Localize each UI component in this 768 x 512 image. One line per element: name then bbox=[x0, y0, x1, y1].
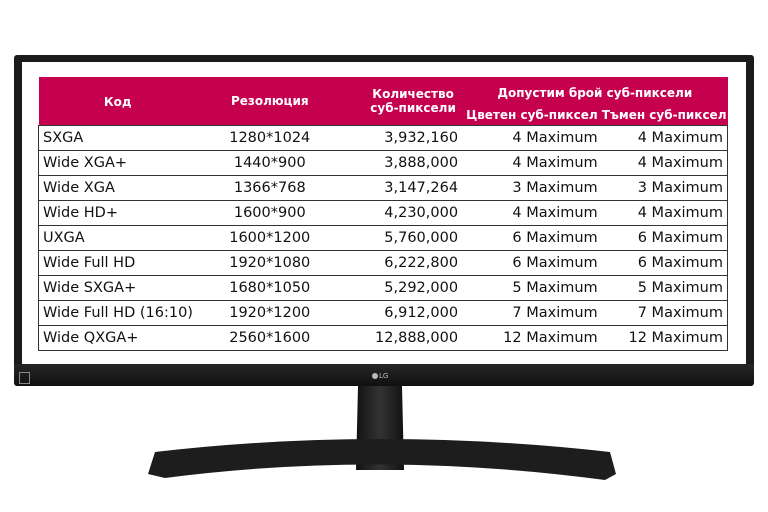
table-cell: 6 Maximum bbox=[601, 224, 728, 250]
header-allowed: Допустим брой суб-пиксели bbox=[462, 77, 728, 105]
table-row: SXGA 1280*1024 3,932,160 4 Maximum 4 Maximum bbox=[37, 124, 728, 150]
table-cell: 4 Maximum bbox=[601, 149, 728, 175]
table-cell: 7 Maximum bbox=[462, 299, 602, 325]
stand-base bbox=[148, 439, 616, 480]
table-cell: 3 Maximum bbox=[601, 174, 728, 200]
table-cell: 3 Maximum bbox=[462, 174, 602, 200]
table-row: Wide XGA+ 1440*900 3,888,000 4 Maximum 4 Max… bbox=[37, 149, 728, 175]
table-cell: 6,222,800 bbox=[342, 249, 463, 275]
brand-logo: LG bbox=[372, 372, 388, 380]
table-cell: 4 Maximum bbox=[462, 124, 602, 150]
energy-star-icon bbox=[19, 372, 30, 384]
monitor-stand bbox=[148, 386, 616, 480]
table-cell: 3,888,000 bbox=[342, 149, 463, 175]
table-cell: UXGA bbox=[37, 224, 197, 250]
table-cell: 5,292,000 bbox=[342, 274, 463, 300]
table-cell: 6,912,000 bbox=[342, 299, 463, 325]
table-cell: 12,888,000 bbox=[342, 324, 463, 351]
table-cell: 1600*900 bbox=[196, 199, 343, 225]
table-cell: 5,760,000 bbox=[342, 224, 463, 250]
table-cell: 3,147,264 bbox=[342, 174, 463, 200]
table-cell: 4 Maximum bbox=[601, 124, 728, 150]
table-cell: 1440*900 bbox=[196, 149, 343, 175]
table-row: Wide Full HD 1920*1080 6,222,800 6 Maximum 6… bbox=[37, 249, 728, 275]
table-cell: Wide SXGA+ bbox=[37, 274, 197, 300]
table-cell: 6 Maximum bbox=[601, 249, 728, 275]
table-cell: Wide QXGA+ bbox=[37, 324, 197, 351]
table-cell: Wide Full HD (16:10) bbox=[37, 299, 197, 325]
table-cell: 5 Maximum bbox=[601, 274, 728, 300]
table-cell: 3,932,160 bbox=[342, 124, 463, 150]
header-subpixel-count: Количество суб-пиксели bbox=[342, 77, 463, 125]
table-cell: 7 Maximum bbox=[601, 299, 728, 325]
table-row: Wide QXGA+ 2560*1600 12,888,000 12 Maximum 1… bbox=[37, 324, 728, 351]
table-cell: 1280*1024 bbox=[196, 124, 343, 150]
header-resolution: Резолюция bbox=[196, 77, 343, 125]
table-cell: 1920*1200 bbox=[196, 299, 343, 325]
header-code: Код bbox=[38, 77, 197, 125]
header-color-subpixel: Цветен суб-пиксел bbox=[462, 105, 602, 125]
table-cell: Wide Full HD bbox=[37, 249, 197, 275]
table-cell: 1920*1080 bbox=[196, 249, 343, 275]
table-cell: 2560*1600 bbox=[196, 324, 343, 351]
table-row: Wide HD+ 1600*900 4,230,000 4 Maximum 4 Maxi… bbox=[37, 199, 728, 225]
subpixel-table: Код Резолюция Количество суб-пиксели Доп… bbox=[37, 77, 728, 351]
table-cell: 12 Maximum bbox=[601, 324, 728, 351]
table-cell: 6 Maximum bbox=[462, 224, 602, 250]
table-row: Wide SXGA+ 1680*1050 5,292,000 5 Maximum 5 M… bbox=[37, 274, 728, 300]
header-dark-subpixel: Тъмен суб-пиксел bbox=[601, 105, 728, 125]
table-cell: Wide XGA bbox=[37, 174, 197, 200]
monitor-chin bbox=[14, 364, 754, 386]
table-cell: 4,230,000 bbox=[342, 199, 463, 225]
table-cell: 4 Maximum bbox=[462, 149, 602, 175]
lg-logo-icon bbox=[372, 373, 378, 379]
table-cell: 5 Maximum bbox=[462, 274, 602, 300]
table-cell: 1366*768 bbox=[196, 174, 343, 200]
table-cell: 4 Maximum bbox=[601, 199, 728, 225]
table-cell: 4 Maximum bbox=[462, 199, 602, 225]
table-cell: Wide HD+ bbox=[37, 199, 197, 225]
table-row: Wide XGA 1366*768 3,147,264 3 Maximum 3 Maxi… bbox=[37, 174, 728, 200]
table-cell: 1600*1200 bbox=[196, 224, 343, 250]
table-cell: 1680*1050 bbox=[196, 274, 343, 300]
table-cell: 12 Maximum bbox=[462, 324, 602, 351]
table-row: UXGA 1600*1200 5,760,000 6 Maximum 6 Maximum bbox=[37, 224, 728, 250]
table-cell: Wide XGA+ bbox=[37, 149, 197, 175]
table-cell: SXGA bbox=[37, 124, 197, 150]
table-cell: 6 Maximum bbox=[462, 249, 602, 275]
table-row: Wide Full HD (16:10) 1920*1200 6,912,000 7 … bbox=[37, 299, 728, 325]
